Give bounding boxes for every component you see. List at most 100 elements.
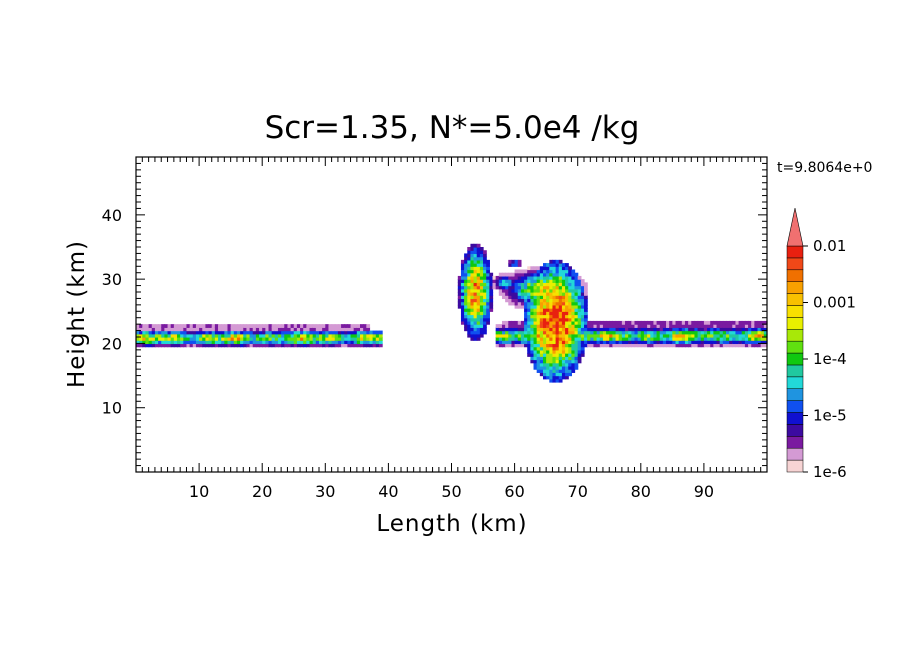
field-cell [227, 330, 232, 335]
field-cell [148, 333, 153, 338]
field-cell [568, 337, 572, 341]
field-cell [252, 337, 257, 341]
field-cell [678, 333, 683, 338]
field-cell [208, 324, 213, 328]
field-cell [341, 333, 345, 338]
field-cell [240, 337, 244, 341]
field-cell [290, 324, 295, 328]
field-cell [281, 337, 285, 341]
field-cell [571, 327, 576, 332]
field-cell [558, 259, 563, 264]
field-cell [584, 301, 588, 306]
field-cell [195, 340, 200, 345]
field-cell [694, 333, 699, 338]
field-cell [344, 343, 348, 348]
field-cell [574, 314, 579, 319]
field-cell [577, 285, 582, 290]
field-cell [505, 279, 509, 283]
field-cell [647, 330, 651, 335]
field-cell [732, 327, 737, 332]
field-cell [744, 343, 749, 348]
field-cell [536, 282, 541, 287]
field-cell [757, 330, 762, 335]
field-cell [192, 324, 197, 328]
field-cell [719, 324, 724, 328]
field-cell [363, 324, 367, 328]
field-cell [306, 324, 311, 328]
field-cell [214, 340, 219, 345]
field-cell [536, 311, 541, 316]
field-cell [533, 311, 538, 316]
field-cell [252, 333, 257, 338]
field-cell [725, 337, 730, 341]
field-cell [139, 343, 143, 348]
field-cell [470, 320, 475, 325]
field-cell [549, 346, 554, 351]
field-cell [593, 340, 598, 345]
field-cell [558, 269, 563, 274]
field-cell [536, 295, 541, 300]
field-cell [599, 333, 604, 338]
field-cell [653, 333, 658, 338]
field-cell [511, 295, 516, 300]
field-cell [694, 324, 699, 328]
field-cell [360, 333, 364, 338]
field-cell [296, 327, 301, 332]
field-cell [552, 298, 557, 303]
field-cell [309, 340, 314, 345]
field-cell [568, 301, 572, 306]
field-cell [552, 359, 557, 364]
field-cell [483, 256, 487, 261]
field-cell [470, 337, 475, 341]
field-cell [568, 333, 572, 338]
field-cell [574, 295, 579, 300]
field-cell [565, 304, 569, 309]
field-cell [618, 327, 623, 332]
field-cell [211, 340, 216, 345]
field-cell [476, 330, 481, 335]
field-cell [274, 324, 279, 328]
field-cell [539, 308, 544, 312]
field-cell [511, 337, 516, 341]
field-cell [315, 343, 320, 348]
field-cell [558, 275, 563, 280]
field-cell [662, 340, 667, 345]
field-cell [678, 320, 683, 325]
field-cell [524, 282, 528, 287]
field-cell [479, 282, 484, 287]
x-tick-label: 80 [631, 482, 651, 501]
field-cell [647, 343, 651, 348]
field-cell [565, 263, 569, 267]
field-cell [486, 269, 490, 274]
field-cell [555, 340, 560, 345]
field-cell [565, 372, 569, 377]
field-cell [161, 337, 165, 341]
field-cell [136, 340, 140, 345]
field-cell [230, 330, 235, 335]
field-cell [549, 327, 554, 332]
field-cell [331, 324, 336, 328]
field-cell [577, 333, 582, 338]
field-cell [568, 324, 572, 328]
field-cell [555, 343, 560, 348]
field-cell [211, 333, 216, 338]
field-cell [372, 333, 377, 338]
field-cell [274, 330, 279, 335]
field-cell [360, 330, 364, 335]
field-cell [533, 272, 538, 277]
field-cell [511, 298, 516, 303]
field-cell [180, 327, 184, 332]
field-cell [546, 295, 550, 300]
field-cell [158, 330, 162, 335]
field-cell [565, 320, 569, 325]
field-cell [524, 324, 528, 328]
field-cell [236, 343, 241, 348]
field-cell [666, 320, 670, 325]
field-cell [470, 269, 475, 274]
field-cell [284, 324, 289, 328]
field-cell [716, 327, 721, 332]
field-cell [542, 285, 547, 290]
field-cell [631, 337, 636, 341]
field-cell [300, 327, 304, 332]
field-cell [249, 343, 254, 348]
